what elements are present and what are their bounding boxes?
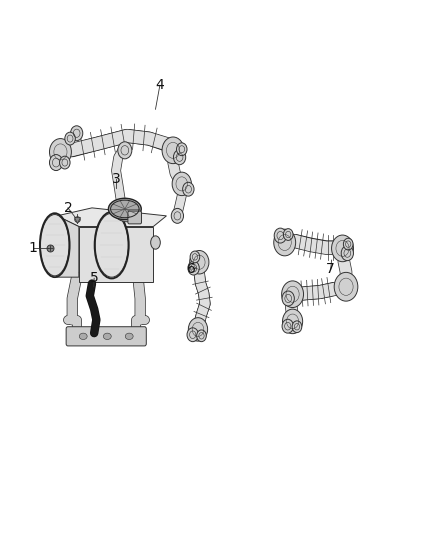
Circle shape <box>282 291 294 306</box>
Circle shape <box>171 208 184 223</box>
Ellipse shape <box>40 215 69 276</box>
Circle shape <box>190 251 200 263</box>
Ellipse shape <box>151 236 160 249</box>
Text: 7: 7 <box>326 262 335 276</box>
Circle shape <box>183 182 194 196</box>
Circle shape <box>65 132 75 145</box>
Circle shape <box>49 139 71 165</box>
Circle shape <box>283 309 303 334</box>
Circle shape <box>118 142 132 159</box>
Circle shape <box>188 261 199 275</box>
Circle shape <box>274 228 286 243</box>
Circle shape <box>283 229 293 240</box>
Circle shape <box>188 318 208 341</box>
Circle shape <box>197 330 206 342</box>
Ellipse shape <box>108 198 141 220</box>
Ellipse shape <box>95 213 128 277</box>
Circle shape <box>187 328 198 342</box>
Circle shape <box>60 156 70 169</box>
Text: 1: 1 <box>28 241 37 255</box>
FancyBboxPatch shape <box>128 211 141 224</box>
Polygon shape <box>79 227 153 282</box>
Circle shape <box>190 251 209 274</box>
Circle shape <box>334 272 358 301</box>
Ellipse shape <box>125 333 133 340</box>
Ellipse shape <box>79 333 87 340</box>
Text: 6: 6 <box>187 262 196 276</box>
Circle shape <box>71 126 83 141</box>
Circle shape <box>332 235 353 262</box>
Circle shape <box>49 155 63 171</box>
Text: 5: 5 <box>90 271 99 285</box>
Ellipse shape <box>103 333 111 340</box>
Circle shape <box>162 137 184 164</box>
Ellipse shape <box>116 207 138 222</box>
Circle shape <box>177 143 187 156</box>
Text: 4: 4 <box>155 78 164 92</box>
Text: 3: 3 <box>112 172 120 185</box>
Circle shape <box>173 150 186 165</box>
Polygon shape <box>57 208 166 227</box>
Circle shape <box>274 229 296 256</box>
Circle shape <box>292 321 302 333</box>
Circle shape <box>282 319 293 333</box>
Circle shape <box>341 246 353 261</box>
Circle shape <box>282 281 304 308</box>
FancyBboxPatch shape <box>66 327 146 346</box>
Circle shape <box>343 238 353 250</box>
Polygon shape <box>57 216 79 277</box>
Text: 2: 2 <box>64 201 72 215</box>
Circle shape <box>172 172 191 196</box>
